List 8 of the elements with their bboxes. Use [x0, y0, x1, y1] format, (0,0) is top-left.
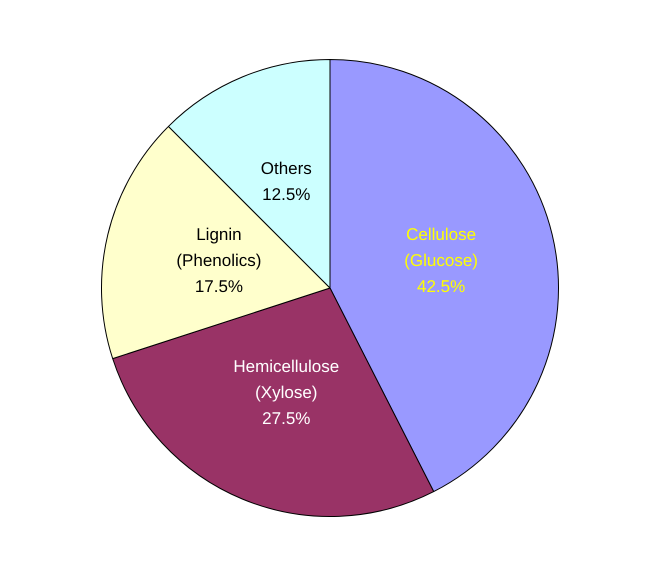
slice-label: Cellulose (Glucose) [404, 225, 478, 270]
slice-label: Others [260, 159, 312, 178]
data-label: 42.5% [416, 277, 466, 296]
data-label: 17.5% [194, 277, 244, 296]
slice-label: Lignin (Phenolics) [176, 225, 262, 270]
data-label: 27.5% [262, 409, 310, 428]
data-label: 12.5% [262, 185, 310, 204]
slice-label: Hemicellulose (Xylose) [233, 357, 340, 402]
